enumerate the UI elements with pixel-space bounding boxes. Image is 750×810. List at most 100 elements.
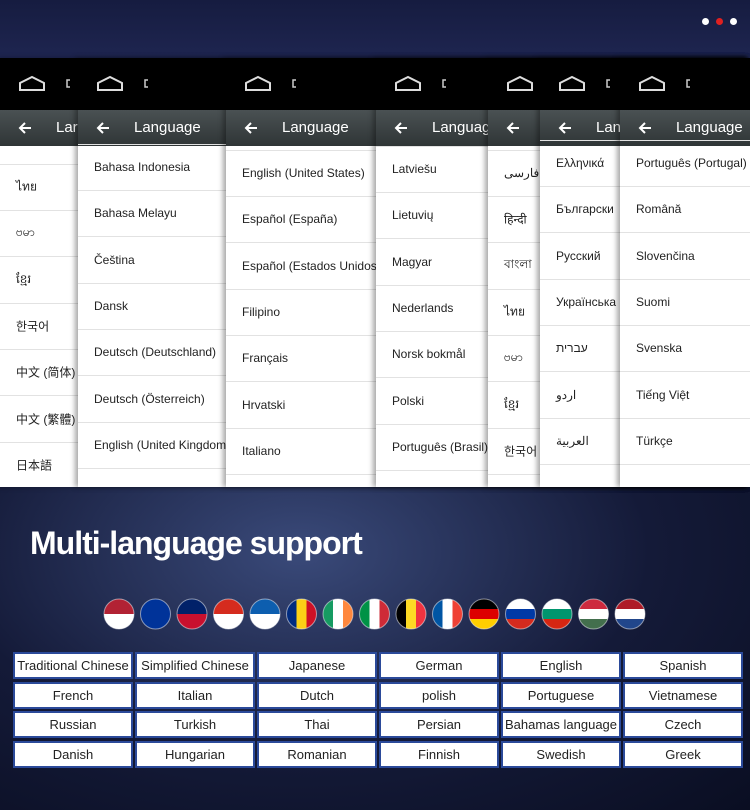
home-icon [97,75,123,91]
language-item: Hrvatski [242,397,286,412]
language-item: Українська [556,294,617,309]
language-item: Tiếng Việt [636,387,690,402]
language-item: Français [242,351,289,366]
language-item: Italiano [242,443,281,458]
language-item: বাংলা [504,256,532,271]
header-title: Language [676,119,743,136]
language-item: Nederlands [392,300,454,315]
image-icon [606,79,610,88]
language-item: Español (España) [242,212,338,227]
language-cell: Greek [623,740,743,768]
nav-icons [559,75,610,91]
nav-icons [639,75,690,91]
language-item: עברית [556,341,588,356]
language-item: اردو [556,387,577,402]
language-cell: Japanese [257,652,377,679]
divider [620,463,750,465]
top-bar [0,0,750,58]
nav-icons [395,75,446,91]
language-item: Slovenčina [636,248,695,263]
language-cell: Swedish [501,740,621,768]
language-cell: Traditional Chinese [13,652,133,679]
language-panel: Language Português (Portugal) Română Sloven… [620,58,750,487]
image-icon [442,79,446,88]
divider [620,186,750,187]
language-cell: French [13,681,133,709]
divider [620,417,750,419]
page-dot [716,18,723,25]
language-item: Русский [556,248,601,263]
divider [620,324,750,326]
language-item: Dansk [94,298,129,313]
page-dot [702,18,709,25]
language-item: Português (Portugal) [636,156,747,170]
header-title: Languag [432,119,491,136]
language-item: Deutsch (Österreich) [94,391,205,406]
status-bar [620,58,750,110]
language-cell: Portuguese [501,681,621,709]
home-icon [639,75,665,91]
language-item: ဗမာ [16,225,35,240]
header-title: Language [134,119,201,136]
language-cell: Vietnamese [623,681,743,709]
image-icon [66,79,70,88]
language-item: ខ្មែរ [16,271,32,286]
language-cell: Persian [379,711,499,738]
home-icon [559,75,585,91]
language-item: Lietuvių [392,208,434,223]
language-item: Latviešu [392,162,437,176]
language-cell: polish [379,681,499,709]
language-cell: Dutch [257,681,377,709]
language-item: 中文 (简体) [16,365,76,380]
language-item: 한국어 [504,444,538,459]
back-icon [506,122,519,134]
language-item: Bahasa Indonesia [94,160,191,174]
language-cell: Spanish [623,652,743,679]
language-item: Română [636,202,682,217]
language-cell: Finnish [379,740,499,768]
home-icon [19,75,45,91]
page-dot [730,18,737,25]
divider [620,140,750,141]
language-item: English (United States) [242,166,365,180]
back-icon [96,122,109,134]
language-cell: Thai [257,711,377,738]
language-item: Polski [392,393,425,408]
header-title: Lar [56,119,78,136]
home-icon [395,75,421,91]
language-cell: Hungarian [135,740,255,768]
language-cell: English [501,652,621,679]
language-item: Filipino [242,304,281,319]
language-item: ไทย [504,304,525,319]
language-item: ខ្មែរ [504,396,520,411]
language-cell: Bahamas language [501,711,621,738]
language-item: ဗမာ [504,350,523,365]
nav-icons [19,75,70,91]
language-cell: Simplified Chinese [135,652,255,679]
heading: Multi-language support [30,525,363,561]
language-item: English (United Kingdom) [94,437,231,452]
language-cell: Czech [623,711,743,738]
header-title: Language [282,119,349,136]
language-item: فارسی [504,166,540,180]
language-item: Türkçe [636,433,673,448]
language-item: Español (Estados Unidos) [242,258,381,273]
image-icon [144,79,148,88]
image-icon [686,79,690,88]
image-icon [292,79,296,88]
header-title: Lan [596,119,622,136]
language-item: Bahasa Melayu [94,206,177,221]
language-item: Suomi [636,294,671,309]
language-item: 한국어 [16,319,50,334]
language-item: 日本語 [16,458,53,473]
language-cell: Danish [13,740,133,768]
language-item: 中文 (繁體) [16,412,76,426]
back-icon [18,122,31,134]
language-cell: Romanian [257,740,377,768]
language-item: Čeština [94,252,135,267]
language-item: Deutsch (Deutschland) [94,345,217,360]
back-icon [244,122,257,134]
language-item: العربية [556,433,589,448]
language-cell: Italian [135,681,255,709]
